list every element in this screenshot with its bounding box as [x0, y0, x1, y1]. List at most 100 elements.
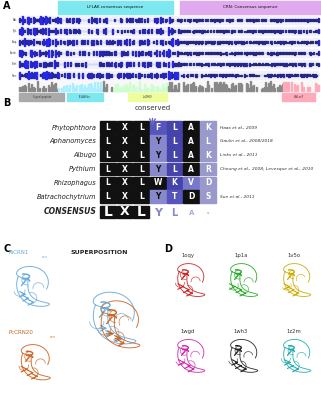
Bar [45, 72, 46, 79]
Bar [306, 19, 307, 21]
Bar [93, 40, 94, 45]
Bar [48, 38, 49, 46]
Bar [243, 41, 244, 44]
Bar [184, 41, 185, 44]
Bar [270, 64, 271, 65]
Bar [73, 73, 74, 77]
Bar [93, 88, 94, 91]
Bar [196, 30, 197, 32]
Bar [231, 30, 232, 33]
Bar [286, 42, 287, 43]
Bar [19, 38, 318, 46]
Bar [177, 50, 178, 56]
Bar [19, 72, 20, 79]
Bar [291, 82, 292, 91]
Bar [214, 74, 215, 77]
Bar [295, 20, 296, 21]
Text: L: L [105, 192, 110, 201]
Bar [21, 74, 22, 76]
Bar [127, 88, 128, 91]
Bar [33, 52, 34, 54]
Bar [73, 30, 74, 33]
Bar [100, 163, 116, 175]
Bar [103, 51, 104, 55]
Bar [126, 52, 127, 55]
Bar [48, 28, 49, 35]
Bar [36, 42, 37, 43]
Bar [67, 88, 68, 91]
Bar [220, 82, 221, 91]
Text: V: V [188, 178, 194, 187]
Bar [271, 74, 272, 76]
Bar [204, 30, 205, 32]
Bar [298, 42, 299, 43]
Bar [126, 62, 127, 67]
Bar [27, 61, 28, 68]
Bar [120, 40, 121, 45]
Bar [147, 40, 148, 45]
Bar [240, 74, 241, 76]
Bar [274, 19, 275, 21]
Bar [193, 41, 194, 43]
Bar [46, 72, 47, 79]
Bar [30, 88, 31, 91]
Bar [49, 87, 50, 91]
Bar [132, 41, 133, 44]
Bar [255, 52, 256, 55]
Bar [139, 30, 140, 33]
Bar [208, 74, 209, 76]
Bar [216, 52, 217, 54]
Bar [100, 206, 116, 218]
Text: C: C [3, 244, 11, 254]
Bar [133, 62, 134, 66]
Bar [201, 41, 202, 44]
Bar [82, 51, 83, 55]
Bar [126, 18, 127, 22]
Bar [156, 40, 157, 44]
Text: D: D [205, 178, 211, 187]
Bar [318, 29, 319, 33]
Bar [72, 18, 73, 23]
Bar [144, 40, 145, 44]
Bar [214, 63, 215, 66]
Bar [139, 52, 140, 54]
Bar [285, 63, 286, 66]
Bar [175, 40, 176, 44]
Bar [223, 52, 224, 54]
Bar [168, 49, 169, 57]
Bar [279, 84, 280, 91]
Bar [49, 39, 50, 46]
Bar [28, 29, 29, 33]
Bar [193, 52, 194, 54]
Bar [307, 41, 308, 43]
Bar [40, 29, 41, 33]
Bar [184, 19, 185, 21]
Bar [276, 18, 277, 22]
Bar [183, 163, 199, 175]
Bar [37, 30, 38, 32]
Bar [150, 51, 151, 56]
Bar [295, 86, 296, 91]
Bar [274, 41, 275, 43]
Bar [75, 29, 76, 33]
Bar [240, 41, 241, 43]
Text: Rhizophagus: Rhizophagus [54, 180, 96, 186]
Bar [174, 62, 175, 66]
Bar [246, 74, 247, 76]
Bar [276, 63, 277, 65]
Bar [118, 73, 119, 78]
Bar [121, 18, 122, 22]
Bar [247, 30, 248, 32]
Bar [291, 74, 292, 76]
Bar [246, 19, 247, 21]
Bar [177, 19, 178, 21]
Bar [100, 149, 116, 162]
Bar [201, 30, 202, 33]
Bar [87, 40, 88, 44]
Bar [205, 41, 206, 44]
Bar [211, 88, 212, 91]
Bar [133, 122, 149, 134]
Bar [150, 177, 166, 189]
Bar [316, 52, 317, 54]
Bar [301, 74, 302, 76]
